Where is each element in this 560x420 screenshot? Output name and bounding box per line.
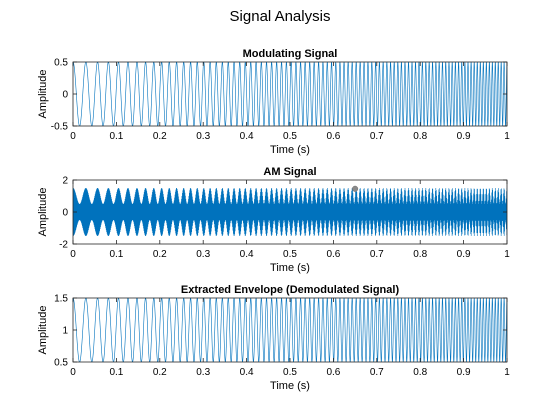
x-tick-label: 0.4 (240, 367, 254, 378)
x-tick-label: 0 (70, 249, 76, 260)
x-tick-label: 0.6 (326, 367, 340, 378)
x-tick-label: 0.5 (283, 131, 297, 142)
x-tick-label: 0.6 (326, 249, 340, 260)
x-tick-label: 0.2 (153, 249, 167, 260)
x-tick-label: 0.1 (109, 249, 123, 260)
subplot-title: Modulating Signal (243, 48, 338, 60)
y-tick-label: 0 (62, 208, 68, 219)
x-tick-label: 0.9 (457, 131, 471, 142)
x-tick-label: 0.1 (109, 367, 123, 378)
x-tick-label: 0.4 (240, 249, 254, 260)
x-tick-label: 0.5 (283, 367, 297, 378)
x-tick-label: 0.8 (413, 249, 427, 260)
x-axis-label: Time (s) (270, 262, 310, 274)
x-tick-label: 0.1 (109, 131, 123, 142)
y-axis-label: Amplitude (37, 70, 49, 119)
subplot-modulating: 0 0.1 0.2 0.3 0.4 0.5 0.6 0.7 0.8 0.9 1-0.500.5Mod… (37, 48, 510, 156)
subplot-title: AM Signal (263, 166, 316, 178)
x-tick-label: 0.3 (196, 249, 210, 260)
x-tick-label: 1 (504, 131, 510, 142)
x-tick-label: 0.3 (196, 367, 210, 378)
signal-line-am (73, 187, 507, 237)
x-tick-label: 0.8 (413, 367, 427, 378)
x-tick-label: 0 (70, 367, 76, 378)
y-tick-label: -0.5 (51, 122, 69, 133)
y-tick-label: 0 (62, 90, 68, 101)
x-tick-label: 0.2 (153, 131, 167, 142)
x-axis-label: Time (s) (270, 144, 310, 156)
x-tick-label: 0.3 (196, 131, 210, 142)
y-axis-label: Amplitude (37, 306, 49, 355)
x-tick-label: 0.7 (370, 249, 384, 260)
x-axis-label: Time (s) (270, 380, 310, 392)
y-tick-label: 1.5 (54, 294, 68, 305)
y-tick-label: 2 (62, 176, 68, 187)
x-tick-label: 0 (70, 131, 76, 142)
signal-line-modulating (73, 62, 507, 126)
data-tip-marker[interactable] (352, 185, 359, 192)
subplot-title: Extracted Envelope (Demodulated Signal) (181, 284, 400, 296)
x-tick-label: 0.5 (283, 249, 297, 260)
y-tick-label: 1 (62, 326, 68, 337)
y-axis-label: Amplitude (37, 188, 49, 237)
y-tick-label: -2 (59, 240, 68, 251)
x-tick-label: 0.9 (457, 249, 471, 260)
figure-title: Signal Analysis (229, 8, 331, 25)
x-tick-label: 1 (504, 367, 510, 378)
x-tick-label: 0.8 (413, 131, 427, 142)
y-tick-label: 0.5 (54, 358, 68, 369)
x-tick-label: 0.4 (240, 131, 254, 142)
x-tick-label: 0.6 (326, 131, 340, 142)
signal-line-envelope (73, 298, 507, 362)
y-tick-label: 0.5 (54, 58, 68, 69)
x-tick-label: 0.7 (370, 367, 384, 378)
x-tick-label: 1 (504, 249, 510, 260)
x-tick-label: 0.9 (457, 367, 471, 378)
subplot-envelope: 0 0.1 0.2 0.3 0.4 0.5 0.6 0.7 0.8 0.9 1 0.5 1 1.5 Extr… (37, 284, 510, 392)
x-tick-label: 0.2 (153, 367, 167, 378)
x-tick-label: 0.7 (370, 131, 384, 142)
